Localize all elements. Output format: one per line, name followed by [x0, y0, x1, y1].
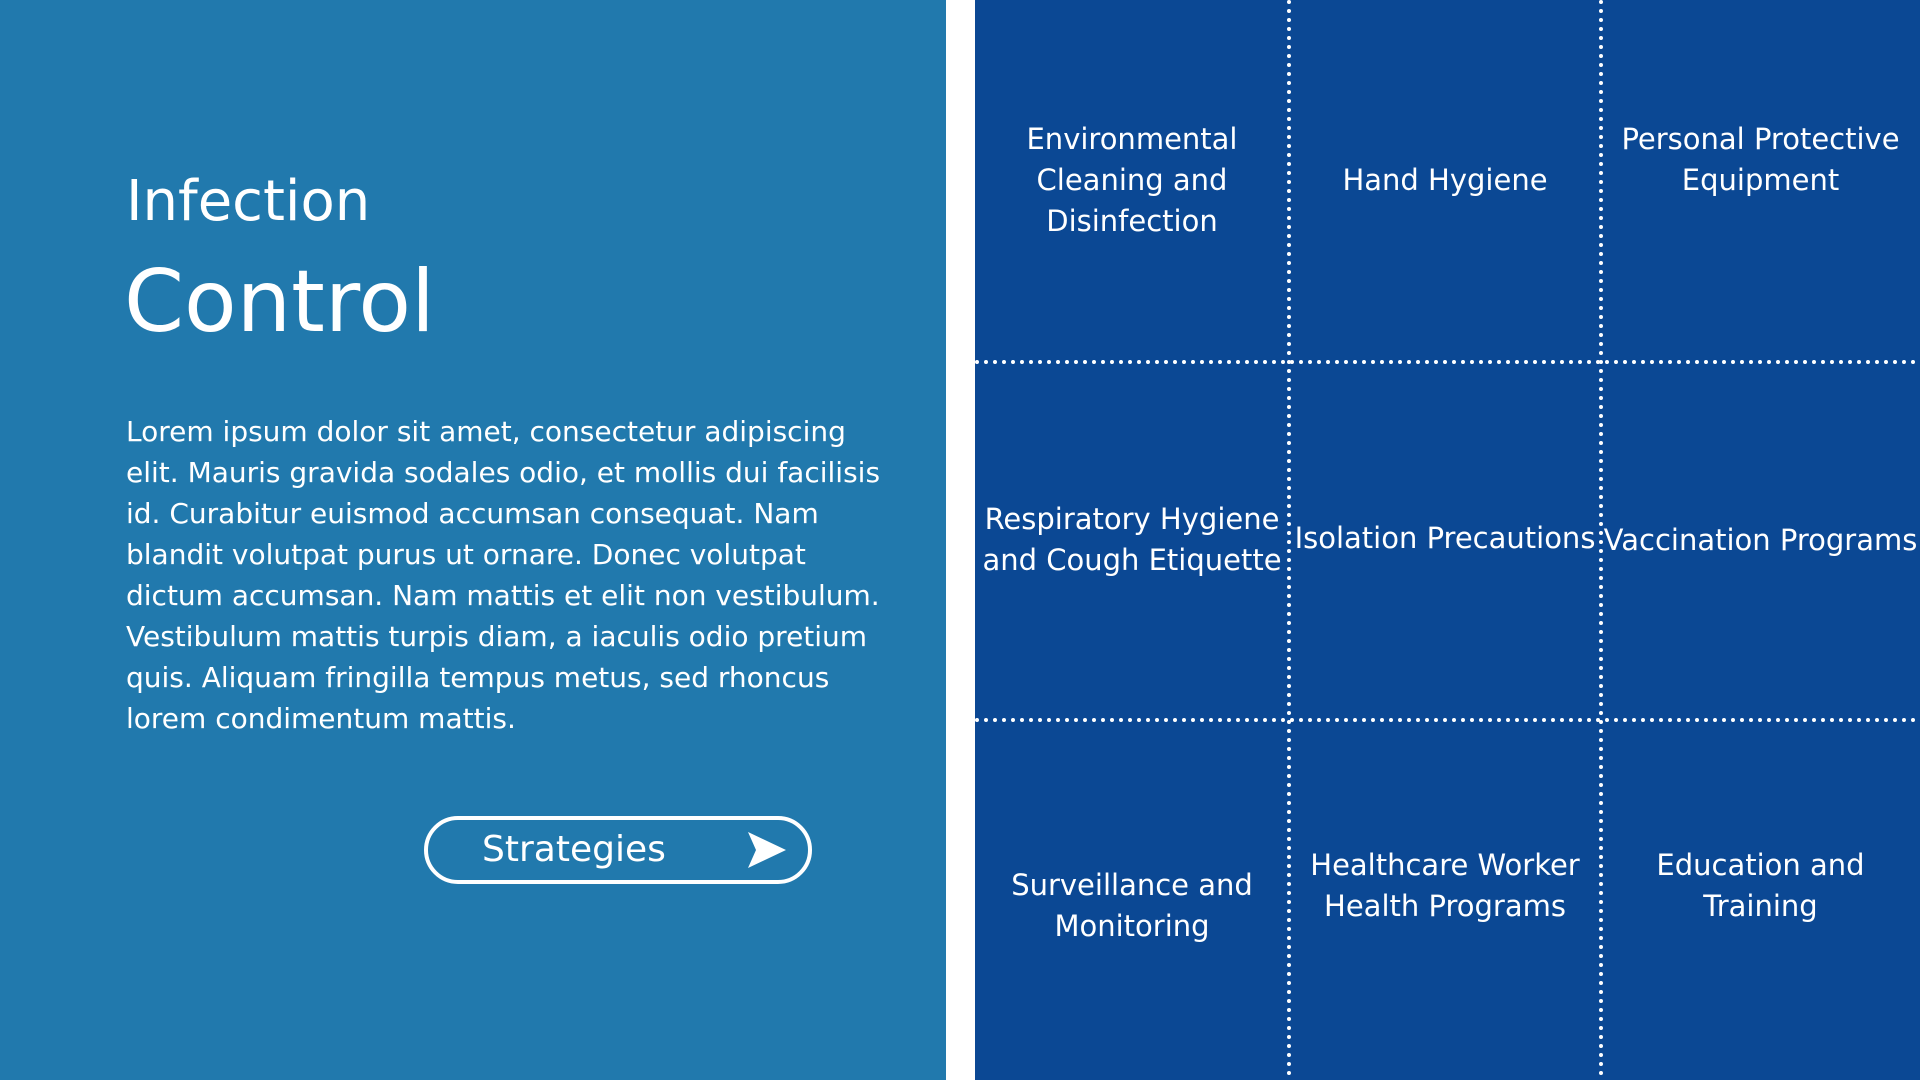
- grid-cell-hand-hygiene: Hand Hygiene: [1342, 162, 1548, 197]
- play-arrow-icon: [748, 832, 786, 868]
- grid-cell-ppe: Personal Protective Equipment: [1621, 122, 1900, 197]
- grid-dividers: [975, 0, 1920, 1080]
- description-text: Lorem ipsum dolor sit amet, consectetur …: [126, 415, 881, 735]
- grid-cell-healthcare-worker-programs: Healthcare Worker Health Programs: [1310, 848, 1580, 923]
- grid-cell-isolation-precautions: Isolation Precautions: [1294, 520, 1596, 555]
- strategies-button-label: Strategies: [482, 829, 666, 870]
- strategies-button[interactable]: Strategies: [424, 816, 812, 884]
- grid-cell-environmental-cleaning: Environmental Cleaning and Disinfection: [1026, 121, 1238, 238]
- intro-panel: Infection Control Lorem ipsum dolor sit …: [0, 0, 946, 1080]
- grid-cell-vaccination-programs: Vaccination Programs: [1603, 522, 1918, 557]
- strategy-grid: Environmental Cleaning and Disinfection …: [975, 0, 1920, 1080]
- grid-cell-education-training: Education and Training: [1656, 848, 1865, 923]
- grid-cell-surveillance: Surveillance and Monitoring: [1011, 868, 1253, 943]
- title-line-1: Infection: [126, 169, 371, 234]
- grid-cell-respiratory-hygiene: Respiratory Hygiene and Cough Etiquette: [982, 502, 1282, 577]
- title-line-2: Control: [124, 252, 435, 352]
